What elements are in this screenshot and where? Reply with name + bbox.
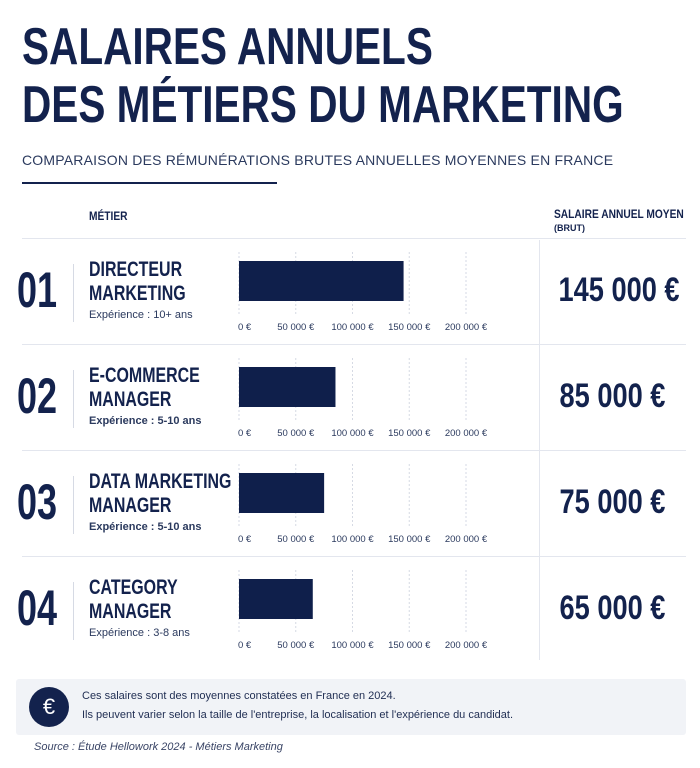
salary-value: 85 000 € — [559, 377, 666, 415]
job-title: CATEGORY MANAGER — [89, 576, 241, 624]
tick-label: 0 € — [238, 640, 252, 651]
experience-label: Expérience : 10+ ans — [89, 309, 193, 321]
tick-label: 50 000 € — [277, 428, 315, 439]
job-title-line-2: MANAGER — [89, 388, 172, 411]
tick-label: 50 000 € — [277, 322, 315, 333]
bar — [239, 367, 336, 407]
experience-label: Expérience : 5-10 ans — [89, 415, 202, 427]
rank-number: 04 — [17, 580, 58, 636]
job-title: DIRECTEUR MARKETING — [89, 258, 241, 306]
info-note: € Ces salaires sont des moyennes constat… — [16, 679, 686, 735]
bar — [239, 579, 313, 619]
rank-divider — [73, 370, 74, 428]
salary-value: 145 000 € — [558, 271, 680, 309]
bar-chart: 0 € 50 000 € 100 000 € 150 000 € 200 000 € — [238, 570, 488, 651]
source-credit: Source : Étude Hellowork 2024 - Métiers … — [34, 741, 283, 753]
note-line-2: Ils peuvent varier selon la taille de l'… — [82, 709, 514, 721]
job-title-line-2: MARKETING — [89, 282, 186, 305]
tick-label: 100 000 € — [331, 534, 374, 545]
title-line-2: DES MÉTIERS DU MARKETING — [22, 76, 624, 134]
job-title: DATA MARKETING MANAGER — [89, 470, 241, 518]
salary-value: 75 000 € — [559, 483, 666, 521]
job-title: E-COMMERCE MANAGER — [89, 364, 241, 412]
table-rule — [22, 238, 686, 239]
note-line-1: Ces salaires sont des moyennes constatée… — [82, 690, 396, 702]
bar — [239, 261, 404, 301]
tick-label: 200 000 € — [445, 322, 488, 333]
tick-label: 50 000 € — [277, 534, 315, 545]
table-row: 02 E-COMMERCE MANAGER Expérience : 5-10 ans… — [0, 346, 700, 452]
rank-number: 02 — [17, 368, 58, 424]
column-separator — [539, 240, 540, 660]
tick-label: 0 € — [238, 534, 252, 545]
job-title-line-1: DIRECTEUR — [89, 258, 183, 281]
job-title-line-1: E-COMMERCE — [89, 364, 200, 387]
job-title-line-2: MANAGER — [89, 494, 172, 517]
rank-number: 03 — [17, 474, 58, 530]
tick-label: 0 € — [238, 428, 252, 439]
tick-label: 50 000 € — [277, 640, 315, 651]
column-header-job: MÉTIER — [89, 209, 128, 223]
rank-divider — [73, 582, 74, 640]
tick-label: 150 000 € — [388, 534, 431, 545]
rank-number: 01 — [17, 262, 58, 318]
table-rule — [22, 344, 686, 345]
tick-label: 150 000 € — [388, 322, 431, 333]
column-header-salary-sub: (BRUT) — [554, 223, 585, 233]
tick-label: 100 000 € — [331, 640, 374, 651]
title-line-1: SALAIRES ANNUELS — [22, 18, 433, 76]
bar — [239, 473, 325, 513]
table-rule — [22, 556, 686, 557]
salary-value: 65 000 € — [559, 589, 666, 627]
experience-label: Expérience : 5-10 ans — [89, 521, 202, 533]
tick-label: 150 000 € — [388, 640, 431, 651]
job-title-line-1: DATA MARKETING — [89, 470, 232, 493]
tick-label: 0 € — [238, 322, 252, 333]
title-divider — [22, 182, 277, 184]
tick-label: 200 000 € — [445, 428, 488, 439]
tick-label: 200 000 € — [445, 534, 488, 545]
bar-chart: 0 € 50 000 € 100 000 € 150 000 € 200 000 € — [238, 252, 488, 333]
rank-divider — [73, 264, 74, 322]
rank-divider — [73, 476, 74, 534]
table-row: 04 CATEGORY MANAGER Expérience : 3-8 ans 65 … — [0, 558, 700, 664]
bar-chart: 0 € 50 000 € 100 000 € 150 000 € 200 000 € — [238, 464, 488, 545]
table-row: 01 DIRECTEUR MARKETING Expérience : 10+ ans… — [0, 240, 700, 346]
job-title-line-2: MANAGER — [89, 600, 172, 623]
euro-icon: € — [29, 687, 69, 727]
experience-label: Expérience : 3-8 ans — [89, 627, 190, 639]
column-header-salary: SALAIRE ANNUEL MOYEN — [554, 207, 684, 221]
tick-label: 100 000 € — [331, 428, 374, 439]
bar-chart: 0 € 50 000 € 100 000 € 150 000 € 200 000 € — [238, 358, 488, 439]
tick-label: 100 000 € — [331, 322, 374, 333]
subtitle: COMPARAISON DES RÉMUNÉRATIONS BRUTES ANN… — [22, 152, 614, 168]
tick-label: 200 000 € — [445, 640, 488, 651]
tick-label: 150 000 € — [388, 428, 431, 439]
table-row: 03 DATA MARKETING MANAGER Expérience : 5-10… — [0, 452, 700, 558]
job-title-line-1: CATEGORY — [89, 576, 178, 599]
main-title: SALAIRES ANNUELS DES MÉTIERS DU MARKETIN… — [22, 18, 682, 134]
table-rule — [22, 450, 686, 451]
